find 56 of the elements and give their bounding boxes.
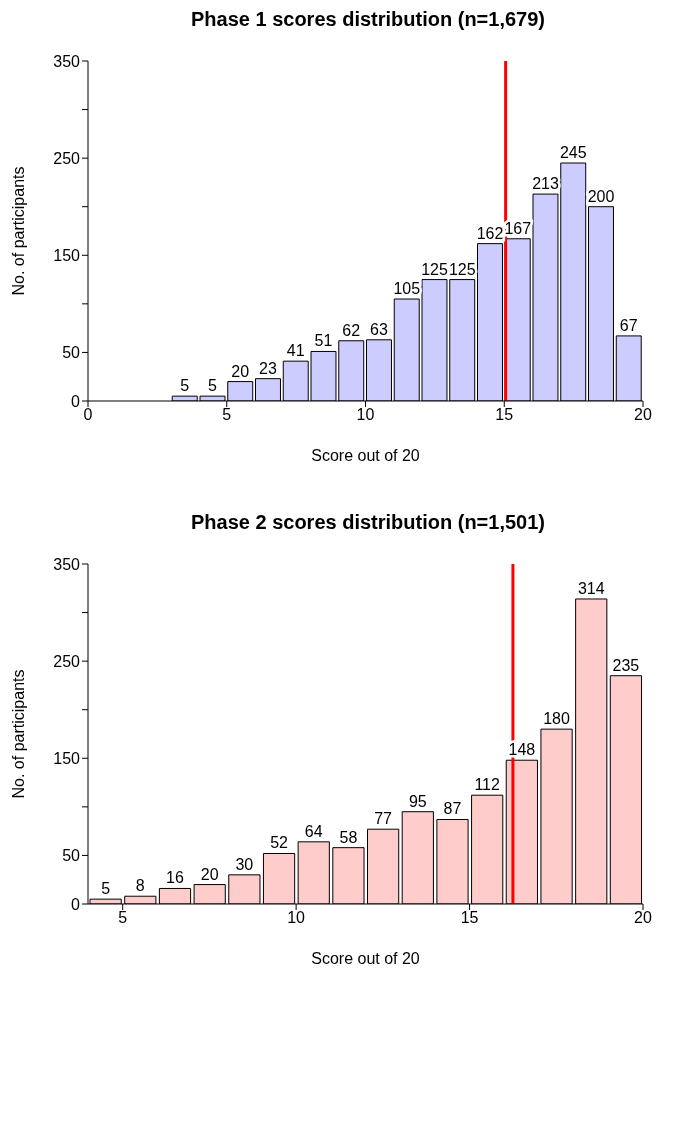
y-tick-label: 350 [53,555,81,573]
data-label: 112 [474,776,501,794]
x-tick-label: 20 [634,406,652,424]
data-label: 245 [559,144,587,161]
data-label: 63 [370,320,388,338]
data-label: 125 [421,260,448,278]
data-label: 180 [543,710,570,728]
data-label: 5 [208,377,218,395]
data-label: 125 [448,260,476,278]
y-tick-label: 150 [53,749,81,767]
data-label: 20 [200,865,219,883]
x-axis-title: Score out of 20 [311,447,420,464]
x-tick-label: 10 [287,909,306,927]
x-tick-label: 5 [118,909,128,927]
data-label: 77 [374,810,393,828]
y-tick-label: 250 [53,149,81,167]
x-tick-label: 20 [634,909,652,927]
data-label: 23 [259,359,277,377]
y-tick-label: 0 [71,895,81,913]
x-axis-title: Score out of 20 [311,950,420,967]
x-tick-label: 0 [83,406,93,424]
x-tick-label: 10 [356,406,375,424]
data-label: 41 [286,342,305,360]
data-label: 58 [339,828,358,846]
y-axis-title: No. of participants [9,166,27,296]
chart-title: Phase 2 scores distribution (n=1,501) [190,511,546,534]
y-axis-title: No. of participants [9,669,27,799]
x-tick-label: 5 [222,406,232,424]
x-tick-label: 15 [460,909,479,927]
data-label: 16 [166,869,184,887]
data-label: 95 [408,792,427,810]
data-label: 64 [304,822,323,840]
data-label: 5 [101,880,111,898]
data-label: 235 [612,656,640,674]
data-label: 51 [314,332,333,350]
data-label: 5 [180,377,190,395]
y-tick-label: 50 [62,847,81,865]
data-label: 200 [587,187,615,205]
data-label: 314 [577,579,605,597]
data-label: 20 [231,362,250,380]
data-label: 105 [393,280,421,297]
chart-title: Phase 1 scores distribution (n=1,679) [190,8,546,31]
x-tick-label: 15 [495,406,514,424]
y-tick-label: 250 [53,652,81,670]
data-label: 30 [235,855,254,873]
data-label: 162 [476,224,504,242]
y-tick-label: 150 [53,246,81,264]
y-tick-label: 350 [53,52,81,70]
y-tick-label: 50 [62,344,81,362]
data-label: 52 [270,834,289,852]
data-label: 62 [342,321,361,339]
y-tick-label: 0 [71,392,81,410]
data-label: 87 [443,800,462,818]
data-label: 67 [619,316,638,334]
data-label: 213 [532,175,559,193]
data-label: 8 [135,877,145,895]
